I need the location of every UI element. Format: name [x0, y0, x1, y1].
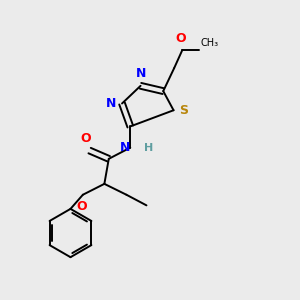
Text: O: O [176, 32, 186, 45]
Text: N: N [106, 97, 117, 110]
Text: CH₃: CH₃ [200, 38, 218, 47]
Text: O: O [81, 132, 92, 145]
Text: H: H [143, 142, 153, 153]
Text: S: S [179, 104, 188, 117]
Text: O: O [76, 200, 87, 213]
Text: N: N [120, 141, 130, 154]
Text: N: N [135, 67, 146, 80]
